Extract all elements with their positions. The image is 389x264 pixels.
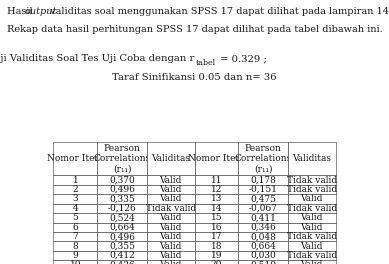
Text: output: output	[25, 7, 57, 16]
Text: = 0.329 ;: = 0.329 ;	[217, 54, 267, 63]
Text: tabel: tabel	[195, 59, 216, 67]
Text: Tabel 4.3. Rekapitulasi Uji Validitas Soal Tes Uji Coba dengan r: Tabel 4.3. Rekapitulasi Uji Validitas So…	[0, 54, 194, 63]
Text: Hasil: Hasil	[7, 7, 36, 16]
Text: validitas soal menggunakan SPSS 17 dapat dilihat pada lampiran 14.: validitas soal menggunakan SPSS 17 dapat…	[47, 7, 389, 16]
Text: Rekap data hasil perhitungan SPSS 17 dapat dilihat pada tabel dibawah ini.: Rekap data hasil perhitungan SPSS 17 dap…	[7, 25, 383, 34]
Text: Taraf Sinifikansi 0.05 dan n= 36: Taraf Sinifikansi 0.05 dan n= 36	[112, 73, 277, 82]
